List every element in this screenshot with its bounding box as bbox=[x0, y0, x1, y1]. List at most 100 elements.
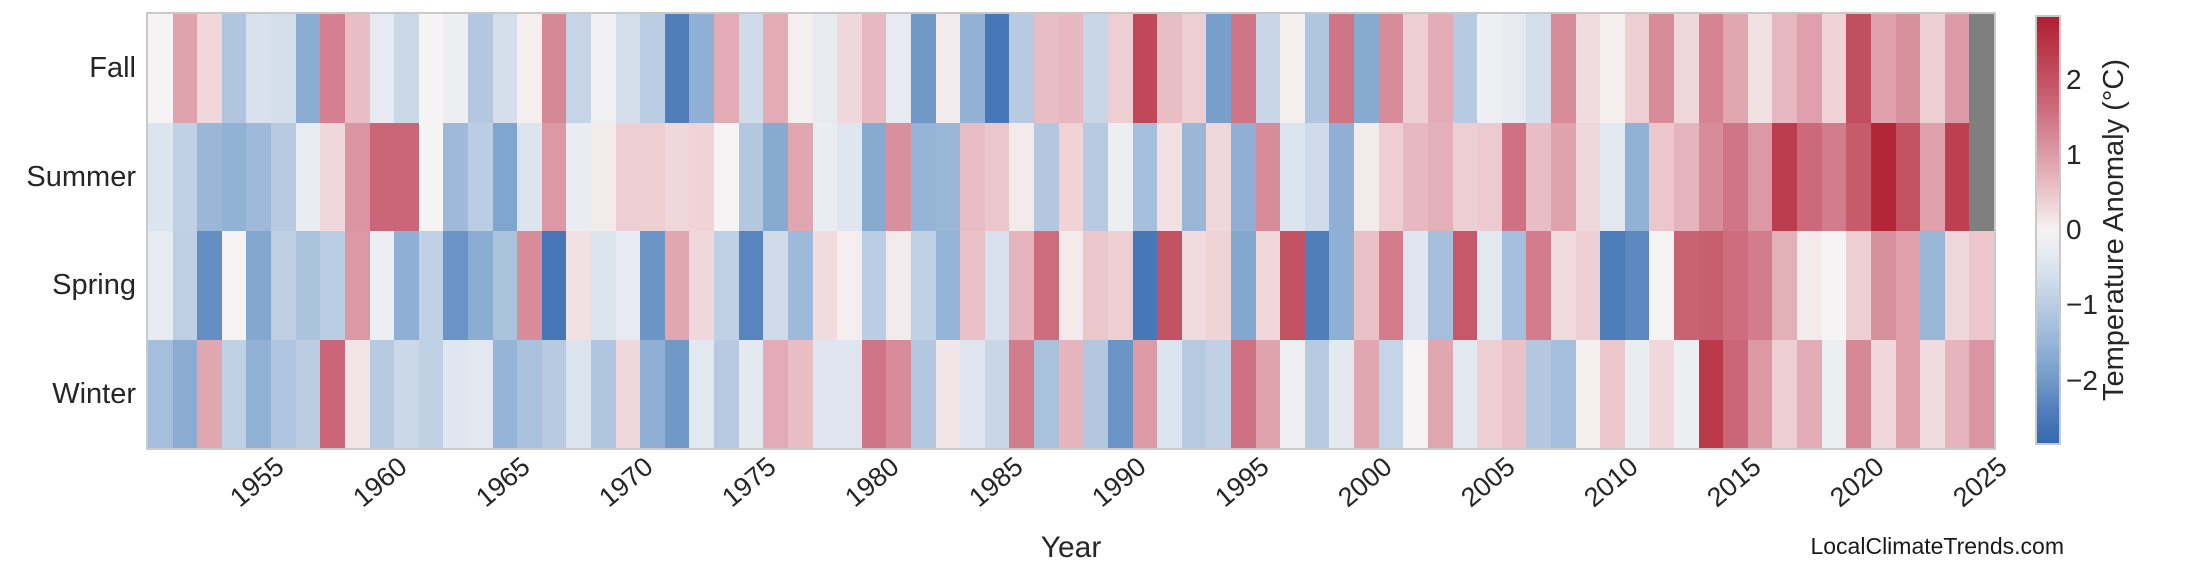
heatmap-cell bbox=[1526, 231, 1551, 340]
heatmap-cell bbox=[787, 339, 813, 448]
heatmap-cell bbox=[344, 339, 370, 448]
heatmap-cell bbox=[1403, 339, 1428, 448]
heatmap-cell bbox=[886, 122, 911, 231]
heatmap-cell bbox=[369, 122, 395, 231]
heatmap-cell bbox=[246, 122, 272, 231]
heatmap-cell bbox=[443, 339, 468, 448]
heatmap-cell bbox=[566, 14, 592, 123]
heatmap-cell bbox=[1181, 339, 1207, 448]
heatmap-cell bbox=[664, 122, 690, 231]
heatmap-cell bbox=[246, 231, 272, 340]
heatmap-cell bbox=[1181, 122, 1207, 231]
x-tick-label: 1955 bbox=[224, 451, 290, 513]
heatmap-cell bbox=[1452, 14, 1478, 123]
heatmap-cell bbox=[714, 339, 739, 448]
heatmap-cell bbox=[812, 14, 838, 123]
heatmap-cell bbox=[1477, 231, 1502, 340]
heatmap-cell bbox=[1280, 231, 1305, 340]
heatmap-cell bbox=[1624, 14, 1650, 123]
heatmap-cell bbox=[492, 339, 518, 448]
heatmap-cell bbox=[1107, 14, 1133, 123]
heatmap-cell bbox=[1674, 231, 1699, 340]
heatmap-cell bbox=[960, 339, 985, 448]
heatmap-cell bbox=[246, 339, 272, 448]
heatmap-cell bbox=[787, 231, 813, 340]
heatmap-cell bbox=[1575, 14, 1601, 123]
heatmap-cell bbox=[295, 14, 321, 123]
heatmap-cell bbox=[1821, 122, 1847, 231]
heatmap-cell bbox=[1846, 122, 1871, 231]
heatmap-cell bbox=[1895, 339, 1921, 448]
heatmap-cell bbox=[1304, 231, 1330, 340]
heatmap-cell bbox=[861, 339, 887, 448]
heatmap-cell bbox=[689, 14, 715, 123]
heatmap-cell bbox=[221, 339, 247, 448]
heatmap-cell bbox=[418, 339, 444, 448]
heatmap-cell bbox=[714, 14, 739, 123]
heatmap-cell bbox=[1403, 14, 1428, 123]
heatmap-cell bbox=[1452, 231, 1478, 340]
heatmap-cell bbox=[344, 14, 370, 123]
heatmap-cell bbox=[172, 339, 198, 448]
heatmap-cell bbox=[1132, 339, 1158, 448]
heatmap-cell bbox=[197, 14, 222, 123]
heatmap-cell bbox=[1821, 14, 1847, 123]
heatmap-cell bbox=[1255, 231, 1281, 340]
heatmap-cell bbox=[591, 231, 616, 340]
heatmap-plot-area bbox=[146, 12, 1996, 450]
heatmap-cell bbox=[418, 231, 444, 340]
heatmap-cell bbox=[221, 122, 247, 231]
heatmap-cell bbox=[787, 14, 813, 123]
heatmap-cell bbox=[837, 14, 862, 123]
heatmap-cell bbox=[1157, 339, 1182, 448]
x-tick-label: 2020 bbox=[1824, 451, 1890, 513]
x-tick-label: 1960 bbox=[347, 451, 413, 513]
x-tick-label: 1985 bbox=[962, 451, 1029, 513]
heatmap-cell bbox=[1969, 122, 1994, 231]
heatmap-cell bbox=[984, 122, 1010, 231]
heatmap-cell bbox=[1477, 14, 1502, 123]
heatmap-cell bbox=[1034, 339, 1059, 448]
heatmap-cell bbox=[541, 339, 567, 448]
heatmap-cell bbox=[172, 231, 198, 340]
heatmap-cell bbox=[664, 231, 690, 340]
heatmap-cell bbox=[911, 14, 936, 123]
heatmap-cell bbox=[1501, 231, 1527, 340]
heatmap-cell bbox=[1304, 339, 1330, 448]
heatmap-cell bbox=[1206, 122, 1231, 231]
heatmap-cell bbox=[320, 231, 345, 340]
heatmap-cell bbox=[541, 14, 567, 123]
heatmap-cell bbox=[886, 339, 911, 448]
heatmap-cell bbox=[960, 122, 985, 231]
heatmap-cell bbox=[1698, 231, 1724, 340]
heatmap-cell bbox=[1354, 14, 1379, 123]
watermark: LocalClimateTrends.com bbox=[1810, 533, 2064, 559]
heatmap-cell bbox=[1969, 339, 1994, 448]
heatmap-cell bbox=[960, 231, 985, 340]
heatmap-cell bbox=[1600, 339, 1625, 448]
heatmap-cell bbox=[689, 122, 715, 231]
heatmap-cell bbox=[1206, 339, 1231, 448]
heatmap-cell bbox=[861, 14, 887, 123]
heatmap-cell bbox=[344, 122, 370, 231]
heatmap-cell bbox=[517, 14, 542, 123]
heatmap-cell bbox=[197, 122, 222, 231]
heatmap-cell bbox=[1280, 339, 1305, 448]
heatmap-cell bbox=[738, 122, 764, 231]
heatmap-cell bbox=[1157, 231, 1182, 340]
heatmap-cell bbox=[591, 122, 616, 231]
heatmap-cell bbox=[1624, 339, 1650, 448]
heatmap-cell bbox=[615, 14, 641, 123]
heatmap-cell bbox=[1846, 339, 1871, 448]
x-tick-label: 1995 bbox=[1208, 451, 1275, 513]
heatmap-cell bbox=[886, 231, 911, 340]
heatmap-cell bbox=[148, 339, 173, 448]
colorbar-tick-label: −2 bbox=[2066, 364, 2098, 396]
heatmap-cell bbox=[1747, 122, 1773, 231]
heatmap-cell bbox=[837, 122, 862, 231]
heatmap-cell bbox=[1698, 122, 1724, 231]
heatmap-cell bbox=[1501, 122, 1527, 231]
heatmap-cell bbox=[984, 339, 1010, 448]
heatmap-cell bbox=[1107, 231, 1133, 340]
colorbar-tick-label: 2 bbox=[2066, 63, 2082, 95]
